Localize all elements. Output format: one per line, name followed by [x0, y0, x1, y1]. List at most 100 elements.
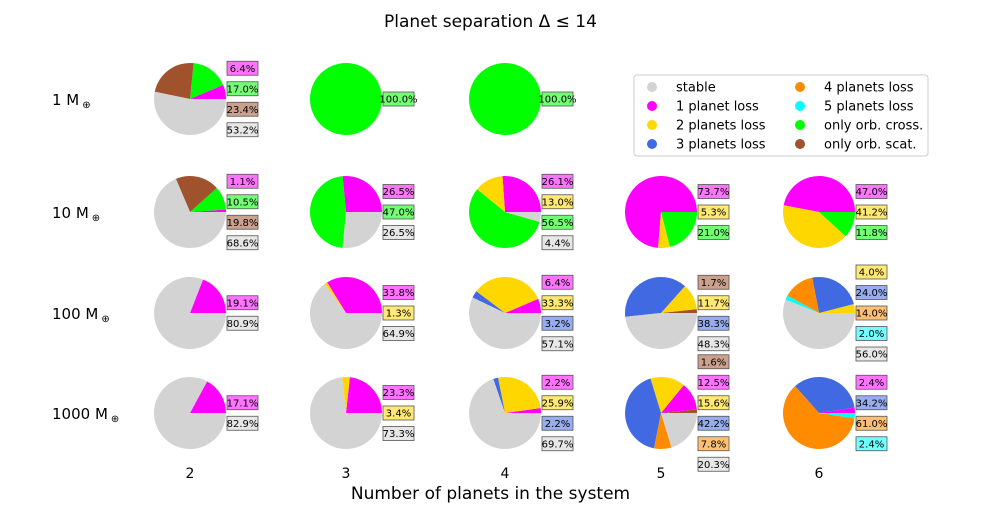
pie-slice [625, 277, 685, 317]
pie-slice [324, 282, 346, 313]
legend-label: 1 planet loss [676, 100, 759, 115]
pie-slice [625, 176, 697, 248]
pct-label-box [697, 436, 730, 452]
pct-label-box [382, 326, 415, 341]
pct-label-box [226, 415, 259, 431]
pie-slice [625, 313, 697, 349]
pie-slice [502, 176, 541, 212]
pct-label-box [697, 415, 730, 431]
pct-label-box [541, 295, 574, 311]
pct-label: 24.0% [856, 288, 888, 299]
legend-marker [795, 120, 805, 130]
pct-label: 26.5% [383, 228, 415, 239]
pct-label-box [855, 225, 888, 240]
pie-slice [346, 377, 382, 413]
pie-slice [342, 176, 382, 212]
legend-item: stable [647, 81, 716, 96]
pct-label-box [226, 395, 259, 411]
pct-label: 56.0% [856, 350, 888, 361]
pct-label-box [382, 91, 415, 107]
pct-label-box [855, 415, 888, 431]
pct-label-box [697, 225, 730, 240]
pct-label: 10.5% [227, 197, 259, 208]
pct-label-box [382, 426, 415, 441]
pct-label-box [382, 225, 415, 240]
pie [153, 175, 226, 248]
pct-label: 4.0% [859, 268, 884, 279]
pie-slice [469, 378, 541, 450]
pct-label-box [541, 235, 574, 251]
pct-label: 33.3% [542, 298, 574, 309]
pct-label-box [226, 122, 259, 138]
pct-label: 7.8% [701, 439, 726, 450]
pct-label: 2.2% [545, 419, 570, 430]
pie-slice [469, 297, 541, 349]
pie-slice [783, 205, 846, 248]
pie-slice [190, 188, 226, 212]
pct-label-box [541, 274, 574, 290]
pie [309, 276, 382, 350]
pct-label-box [855, 184, 888, 199]
pie-slice [624, 378, 661, 449]
pie-slice [783, 299, 856, 350]
pie-slice [782, 386, 855, 450]
pct-label-box [382, 385, 415, 400]
pct-label: 34.2% [856, 398, 888, 409]
legend-marker [795, 139, 805, 149]
pct-label: 3.4% [386, 409, 411, 420]
pct-label: 80.9% [227, 319, 259, 330]
pct-label: 23.4% [227, 105, 259, 116]
pie-slice [190, 63, 224, 99]
pct-label: 2.0% [859, 329, 884, 340]
pie [625, 277, 697, 349]
pct-label: 11.8% [856, 228, 888, 239]
pct-label: 2.4% [859, 378, 884, 389]
pct-label-box [697, 295, 730, 311]
pie [309, 377, 382, 450]
pie [310, 176, 382, 248]
pct-label: 15.6% [698, 398, 730, 409]
pie [783, 176, 855, 248]
pct-label-box [226, 81, 259, 97]
pie-slice [190, 381, 226, 413]
pct-label-box [382, 305, 415, 321]
pie-slice [153, 277, 226, 350]
x-tick-label: 2 [186, 466, 195, 482]
pct-label-box [226, 295, 259, 311]
pct-label: 47.0% [856, 187, 888, 198]
pct-label-box [855, 285, 888, 300]
pct-label: 17.1% [227, 398, 259, 409]
pct-label-box [382, 285, 415, 300]
pct-label: 6.4% [545, 278, 570, 289]
pct-label: 6.4% [230, 64, 255, 75]
pie-slice [190, 84, 227, 99]
pct-label: 25.9% [542, 398, 574, 409]
legend-label: stable [676, 81, 716, 96]
legend-label: 2 planets loss [676, 119, 766, 134]
pie-slice [477, 176, 505, 212]
pie-slice [468, 189, 540, 249]
pct-label-box [382, 405, 415, 421]
legend-label: only orb. cross. [824, 119, 923, 134]
legend-marker [647, 82, 657, 92]
pct-label: 2.2% [545, 378, 570, 389]
pie-slice [190, 209, 226, 212]
pct-label: 19.1% [227, 298, 259, 309]
pie-slice [175, 175, 217, 212]
pie [469, 63, 541, 135]
pct-label-box [697, 315, 730, 331]
pct-label: 61.0% [856, 419, 888, 430]
pct-label: 33.8% [383, 288, 415, 299]
row-label: 1 M ⊕ [52, 91, 91, 111]
pie-slice [783, 176, 855, 212]
pct-label-box [541, 91, 574, 107]
pct-label: 73.7% [698, 187, 730, 198]
pct-label-box [697, 184, 730, 199]
legend-marker [795, 101, 805, 111]
pie-slice [819, 413, 855, 419]
pct-label-box [541, 436, 574, 452]
pct-label: 23.3% [383, 388, 415, 399]
pct-label-box [697, 336, 730, 352]
pie-slice [476, 276, 539, 313]
